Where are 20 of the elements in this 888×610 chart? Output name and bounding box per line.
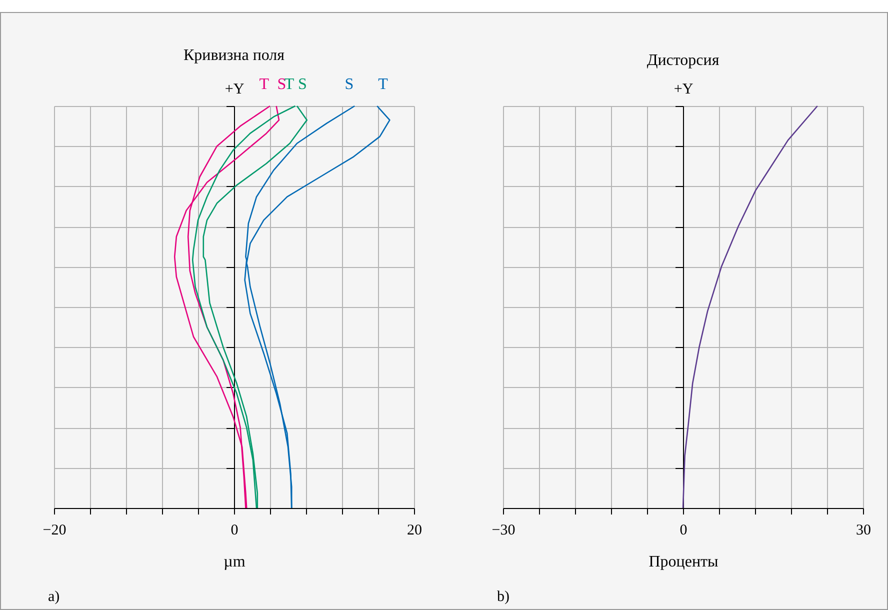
x-axis-title: µm <box>224 554 246 570</box>
x-tick-label: 20 <box>407 522 422 538</box>
series-label: T <box>284 76 294 93</box>
x-tick-label: −20 <box>42 522 66 538</box>
x-tick-label: 0 <box>230 522 238 538</box>
x-tick-label: −30 <box>492 522 516 538</box>
series-label: S <box>298 76 307 93</box>
chart-title: Кривизна поля <box>183 47 286 64</box>
series-label: S <box>344 76 354 93</box>
x-axis-title: Проценты <box>648 554 719 570</box>
x-tick-label: 0 <box>680 522 688 538</box>
series-label: T <box>259 76 270 93</box>
series-label: S <box>277 76 286 93</box>
y-axis-title: +Y <box>224 82 244 98</box>
text: b) <box>497 589 510 605</box>
y-axis-title: +Y <box>674 82 694 98</box>
series-label: T <box>378 76 388 93</box>
chart-title: Дисторсия <box>646 52 720 69</box>
text: a) <box>48 589 60 605</box>
x-tick-label: 30 <box>856 522 871 538</box>
